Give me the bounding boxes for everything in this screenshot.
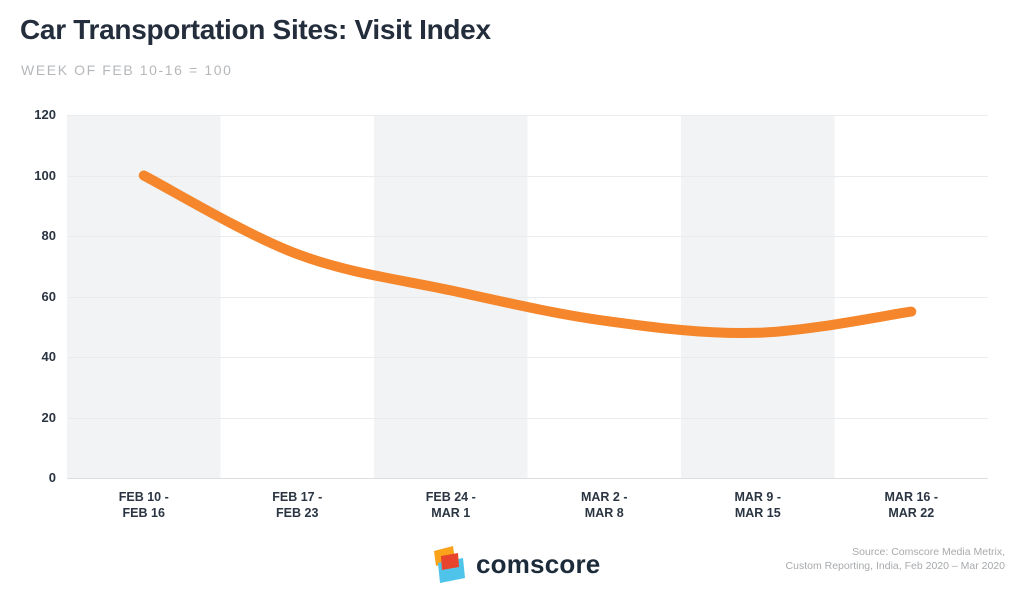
y-axis-tick-label: 20 [41,409,56,425]
source-line-2: Custom Reporting, India, Feb 2020 – Mar … [785,559,1005,572]
visit-index-line [138,170,917,339]
source-line-1: Source: Comscore Media Metrix, [852,546,1005,558]
y-axis-tick-label: 40 [41,349,56,364]
x-axis-tick-label: FEB 17 - FEB 23 [272,490,323,520]
x-axis-tick-label: FEB 24 - MAR 1 [425,490,476,520]
plot-band [681,115,835,478]
plot-band [67,115,221,478]
source-attribution: Source: Comscore Media Metrix, Custom Re… [786,546,1005,573]
plot-band [374,115,528,478]
y-axis-tick-label: 120 [34,107,56,122]
y-axis-tick-label: 60 [41,288,56,304]
x-axis-tick-label: FEB 10 - FEB 16 [118,490,169,520]
x-axis-tick-label: MAR 16 - MAR 22 [884,490,938,520]
x-axis-tick-label: MAR 9 - MAR 15 [734,490,782,520]
y-axis-tick-label: 0 [48,470,56,485]
chart-title: Car Transportation Sites: Visit Index [20,14,491,45]
plot-area [67,115,988,479]
y-axis-tick-label: 80 [41,228,56,243]
x-axis-tick-label: MAR 2 - MAR 8 [580,490,628,520]
y-axis-tick-label: 100 [34,167,56,183]
logo-red-shape [441,553,459,570]
chart-subtitle: WEEK OF FEB 10-16 = 100 [21,62,233,78]
comscore-logo-text: comscore [476,549,601,579]
comscore-logo-icon [434,546,465,583]
